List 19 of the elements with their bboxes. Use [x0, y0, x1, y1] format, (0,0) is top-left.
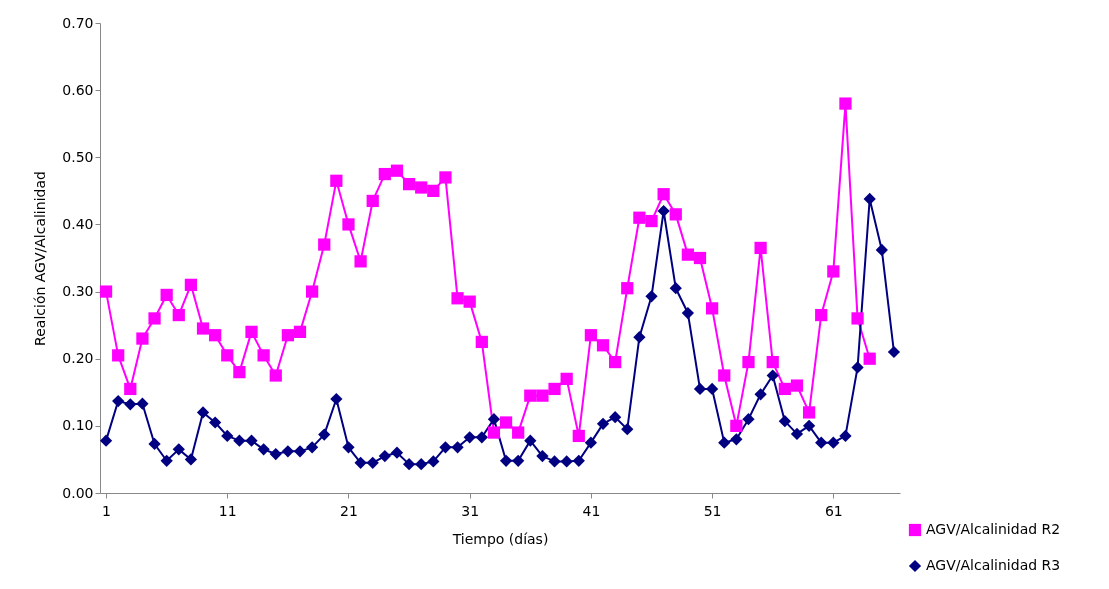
x-tick-label: 11: [218, 502, 237, 519]
y-tick-label: 0.10: [62, 417, 94, 434]
y-tick-label: 0.70: [62, 14, 94, 31]
y-tick-label: 0.30: [62, 283, 94, 300]
y-tick-label: 0.50: [62, 148, 94, 165]
x-tick-label: 41: [582, 502, 601, 519]
legend-label: AGV/Alcalinidad R2: [926, 521, 1061, 537]
y-tick-label: 0.20: [62, 350, 94, 367]
x-tick-label: 21: [340, 502, 358, 519]
legend-label: AGV/Alcalinidad R3: [926, 557, 1061, 573]
y-axis-title: Realción AGV/Alcalinidad: [32, 171, 49, 346]
x-tick-label: 51: [703, 502, 722, 519]
y-tick-label: 0.40: [62, 215, 94, 232]
x-axis-title: Tiempo (días): [451, 530, 549, 547]
x-tick-label: 31: [461, 502, 480, 519]
x-tick-label: 1: [102, 502, 112, 519]
y-tick-label: 0.60: [62, 81, 94, 98]
x-tick-label: 61: [824, 502, 843, 519]
y-tick-label: 0.00: [62, 484, 94, 501]
